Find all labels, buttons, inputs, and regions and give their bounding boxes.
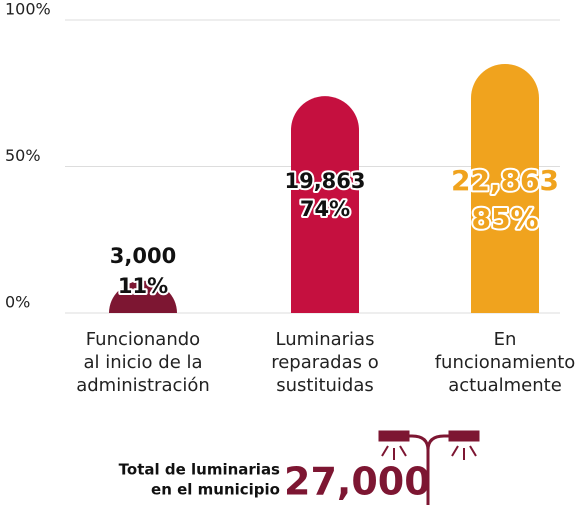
x-tick-label: funcionamiento: [435, 352, 576, 373]
x-tick-label: al inicio de la: [83, 352, 202, 373]
x-tick-label: En: [494, 329, 517, 350]
y-tick-label: 0%: [5, 293, 30, 312]
total-value: 27,000: [284, 460, 431, 504]
x-tick-label: sustituidas: [276, 375, 374, 396]
x-tick-label: administración: [76, 375, 210, 396]
x-tick-label: Funcionando: [86, 329, 200, 350]
value-label: 74%: [300, 197, 350, 221]
y-tick-label: 50%: [5, 146, 41, 165]
count-label: 3,000: [110, 244, 176, 268]
count-label: 19,863: [284, 169, 365, 193]
bar: [471, 63, 539, 313]
y-tick-label: 100%: [5, 0, 51, 19]
bar: [109, 280, 177, 313]
count-label: 22,863: [451, 164, 559, 197]
total-title: en el municipio: [151, 481, 280, 499]
bar: [291, 96, 359, 313]
x-tick-label: actualmente: [448, 375, 562, 396]
total-title: Total de luminarias: [119, 461, 280, 479]
x-tick-label: reparadas o: [271, 352, 379, 373]
lamp-icon: [378, 430, 480, 505]
value-label: 85%: [471, 202, 538, 235]
value-label: 11%: [118, 274, 168, 298]
x-tick-label: Luminarias: [276, 329, 375, 350]
